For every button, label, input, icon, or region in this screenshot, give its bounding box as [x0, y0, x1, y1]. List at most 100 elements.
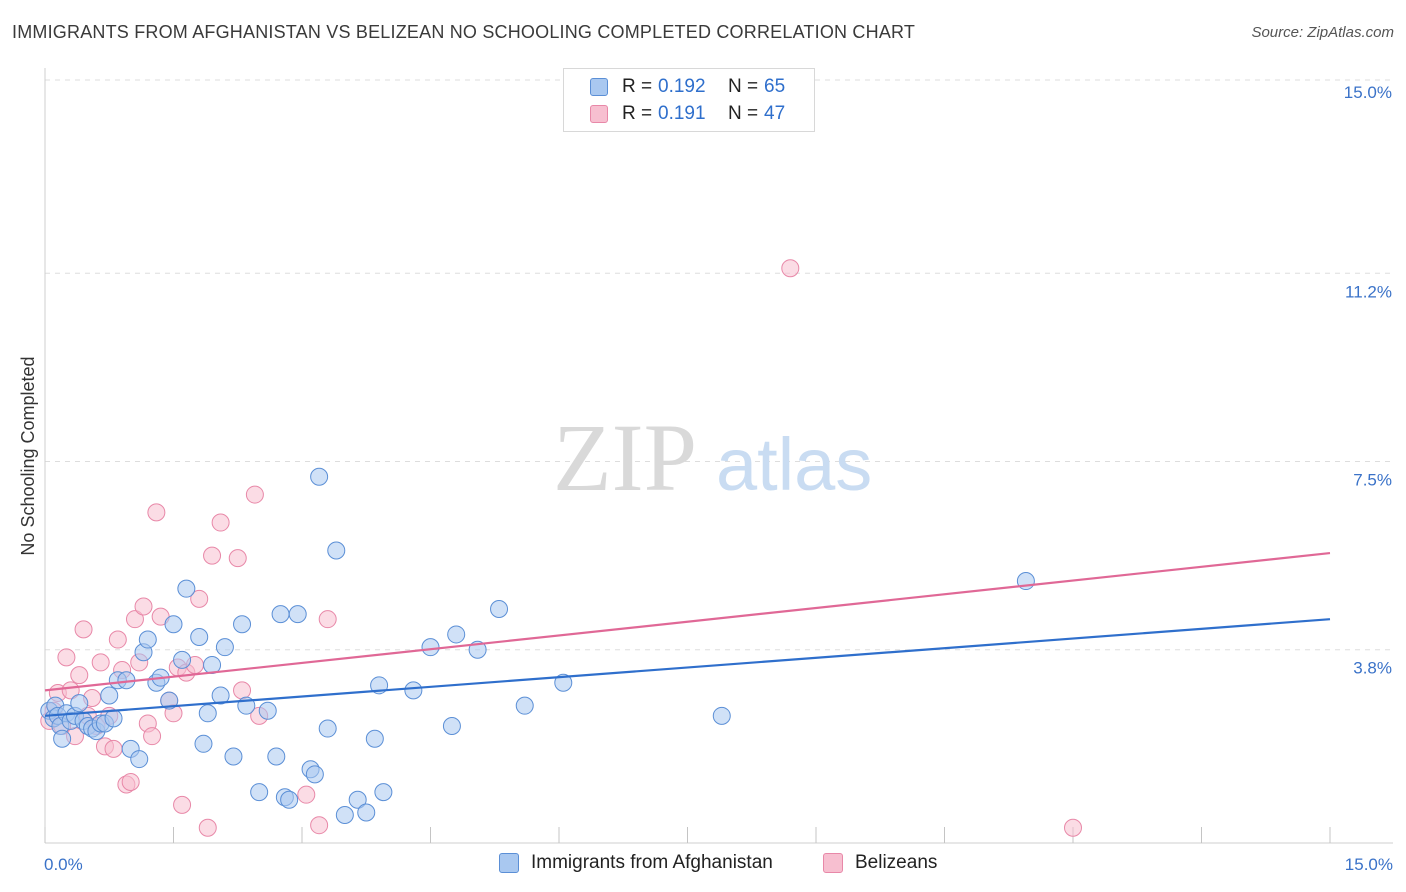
legend-n-value: 47	[764, 103, 786, 124]
watermark-zip: ZIP	[553, 404, 697, 511]
series-legend-label: Belizeans	[855, 852, 938, 873]
belizean-trend-line	[44, 551, 1331, 692]
tick-labels: 3.8% 7.5% 11.2% 15.0% 0.0% 15.0%	[44, 83, 1393, 874]
afghanistan-point	[250, 783, 269, 802]
legend-r-value: 0.192	[658, 76, 706, 97]
belizean-point	[233, 681, 252, 700]
afghanistan-point	[198, 704, 217, 723]
afghanistan-point	[310, 467, 329, 486]
series-legend: Immigrants from Afghanistan Belizeans	[0, 852, 1406, 878]
afghanistan-point	[224, 747, 243, 766]
afghanistan-trend-line	[44, 618, 1331, 717]
afghanistan-point	[318, 719, 337, 738]
afghanistan-point	[194, 734, 213, 753]
belizean-point	[198, 818, 217, 837]
afghanistan-point	[515, 696, 534, 715]
afghanistan-point	[348, 790, 367, 809]
afghanistan-point	[288, 605, 307, 624]
afghanistan-point	[70, 694, 89, 713]
belizean-point	[190, 589, 209, 608]
belizean-point	[121, 772, 140, 791]
afghanistan-point	[280, 790, 299, 809]
legend-r-label: R =	[622, 103, 653, 124]
belizean-point	[781, 259, 800, 278]
afghanistan-points	[40, 467, 1035, 825]
afghanistan-point	[327, 541, 346, 560]
y-tick-label: 7.5%	[1353, 471, 1392, 490]
afghanistan-point	[164, 615, 183, 634]
belizean-point	[91, 653, 110, 672]
afghanistan-point	[365, 729, 384, 748]
correlation-legend: R = 0.192 N = 65 R = 0.191 N = 47	[563, 68, 815, 132]
belizean-point	[108, 630, 127, 649]
afghanistan-point	[258, 701, 277, 720]
afghanistan-point	[421, 638, 440, 657]
legend-swatch-pink	[590, 105, 608, 123]
afghanistan-point	[554, 673, 573, 692]
legend-row-belizeans: R = 0.191 N = 47	[590, 102, 785, 126]
afghanistan-point	[271, 605, 290, 624]
afghanistan-point	[357, 803, 376, 822]
series-legend-afghanistan[interactable]: Immigrants from Afghanistan	[499, 852, 773, 874]
series-legend-label: Immigrants from Afghanistan	[531, 852, 773, 873]
afghanistan-point	[233, 615, 252, 634]
watermark-atlas: atlas	[716, 423, 872, 506]
legend-n-value: 65	[764, 76, 786, 97]
y-axis-label: No Schooling Completed	[18, 356, 38, 555]
afghanistan-point	[53, 729, 72, 748]
belizean-point	[228, 549, 247, 568]
legend-swatch-blue	[590, 78, 608, 96]
legend-n-label: N =	[728, 103, 759, 124]
legend-row-afghanistan: R = 0.192 N = 65	[590, 75, 785, 99]
afghanistan-point	[404, 681, 423, 700]
afghanistan-point	[138, 630, 157, 649]
x-tick-label: 0.0%	[44, 855, 83, 874]
afghanistan-point	[374, 783, 393, 802]
afghanistan-point	[490, 600, 509, 619]
legend-r-label: R =	[622, 76, 653, 97]
afghanistan-point	[335, 806, 354, 825]
trend-lines	[44, 551, 1331, 717]
belizean-point	[245, 485, 264, 504]
source-label: Source: ZipAtlas.com	[1251, 24, 1394, 41]
afghanistan-point	[712, 706, 731, 725]
belizean-point	[318, 610, 337, 629]
belizean-point	[134, 597, 153, 616]
belizean-point	[104, 739, 123, 758]
belizean-point	[173, 795, 192, 814]
chart-title: IMMIGRANTS FROM AFGHANISTAN VS BELIZEAN …	[12, 22, 916, 42]
afghanistan-point	[104, 709, 123, 728]
belizean-point	[1064, 818, 1082, 837]
belizean-point	[211, 513, 230, 532]
belizean-point	[147, 503, 166, 522]
series-swatch-blue	[499, 853, 519, 873]
x-tick-label: 15.0%	[1345, 855, 1393, 874]
y-tick-label: 15.0%	[1344, 83, 1392, 102]
afghanistan-point	[267, 747, 286, 766]
afghanistan-point	[160, 691, 179, 710]
watermark: ZIP atlas	[553, 404, 872, 511]
afghanistan-point	[442, 717, 461, 736]
belizean-point	[310, 816, 329, 835]
legend-r-value: 0.191	[658, 103, 706, 124]
series-legend-belizeans[interactable]: Belizeans	[823, 852, 937, 874]
belizean-point	[125, 610, 144, 629]
afghanistan-point	[177, 579, 196, 598]
belizeans-points	[40, 259, 1082, 837]
afghanistan-point	[100, 686, 119, 705]
afghanistan-point	[130, 750, 149, 769]
y-tick-label: 11.2%	[1345, 282, 1392, 301]
belizean-point	[70, 666, 89, 685]
afghanistan-point	[173, 650, 192, 669]
y-tick-label: 3.8%	[1353, 659, 1392, 678]
afghanistan-point	[215, 638, 234, 657]
belizean-point	[203, 546, 222, 565]
belizean-point	[57, 648, 76, 667]
legend-n-label: N =	[728, 76, 759, 97]
belizean-point	[297, 785, 316, 804]
afghanistan-point	[211, 686, 230, 705]
belizean-point	[74, 620, 93, 639]
belizean-point	[143, 727, 162, 746]
afghanistan-point	[305, 765, 324, 784]
